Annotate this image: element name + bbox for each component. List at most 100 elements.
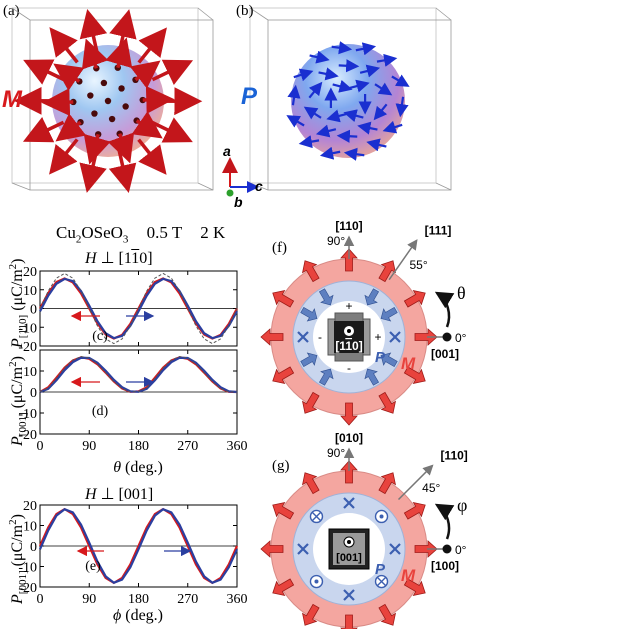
angle-diag: 45°	[422, 481, 440, 495]
polarization-arrow	[336, 129, 358, 143]
plot-panel-e: -20 -10 0 10 20 0 90 180 270 360 (e)	[18, 499, 247, 607]
direction-up: [010]	[335, 431, 363, 445]
polarization-arrow	[366, 138, 387, 152]
magnetization-spike	[107, 132, 135, 164]
y-tick-label: -20	[18, 428, 37, 443]
x-tick-label: 0	[37, 592, 44, 607]
arrow-shape	[272, 502, 295, 520]
x-tick-label: 0	[37, 439, 44, 454]
magnetization-spike	[22, 116, 65, 143]
arrow-shape	[414, 540, 438, 558]
arrow-shape	[378, 391, 396, 414]
magnetization-spike	[49, 138, 79, 175]
arrow-shape	[302, 391, 320, 414]
sign-bottom: -	[347, 361, 351, 375]
direction-right: [001]	[431, 347, 459, 361]
magnetization-arrow	[302, 260, 320, 283]
ylabel-d: P[001] (μC/m2)	[7, 356, 29, 447]
polarization-arrow	[318, 288, 334, 306]
polarization-arrow	[309, 50, 330, 64]
material-label: Cu2OSeO3	[56, 223, 129, 246]
polarization-arrow	[286, 115, 305, 128]
plot-panel-d: -20 -10 0 10 0 90 180 270 360 (d)	[18, 349, 248, 454]
angle-right: 0°	[455, 331, 467, 345]
ring-label-m: M	[401, 566, 416, 585]
magnetization-arrow	[272, 366, 295, 384]
out-of-plane-dot	[379, 514, 384, 519]
series-line-2	[39, 355, 238, 393]
direction-arrow-diag	[397, 464, 434, 501]
polarization-arrow	[303, 106, 322, 120]
into-plane-cross	[311, 511, 321, 521]
axis-b-label: b	[234, 194, 243, 210]
axis-triad	[222, 157, 259, 197]
plot-panel-c: -20 -10 0 10 20 (c)	[18, 265, 238, 355]
polarization-arrow	[373, 103, 388, 121]
magnetization-spike	[53, 63, 85, 91]
spike-tip-dot	[87, 92, 94, 99]
arrow-shape	[300, 352, 318, 368]
magnetization-arrow	[403, 290, 426, 308]
direction-up: [110]	[335, 219, 362, 233]
y-tick-label: 10	[23, 284, 37, 299]
x-tick-label: 180	[128, 592, 149, 607]
arrow-shape	[272, 366, 295, 384]
arrow-shape	[414, 328, 438, 346]
polarization-arrow	[376, 53, 398, 67]
arrow-shape	[340, 460, 358, 484]
arrow-shape	[364, 288, 380, 306]
arrow-shape	[378, 472, 396, 495]
magnetization-arrow	[378, 603, 396, 626]
polarization-arrow	[315, 124, 337, 138]
into-plane-cross	[377, 577, 387, 587]
polarization-arrow	[364, 288, 380, 306]
polarization-arrow	[380, 306, 398, 322]
panel-label-a: (a)	[3, 3, 20, 19]
y-tick-label: -10	[18, 321, 37, 336]
sign-top: +	[345, 299, 352, 313]
field-direction-top: H ⊥ [110]	[85, 250, 153, 267]
polarization-arrow	[355, 42, 377, 56]
rotation-arrow	[434, 503, 455, 540]
y-tick-label: 0	[30, 540, 37, 555]
x-tick-label: 90	[82, 592, 96, 607]
ylabel-e: P[001] (μC/m2)	[7, 514, 29, 605]
magnetization-arrow	[340, 402, 358, 426]
cross-mark	[389, 331, 401, 343]
out-of-plane-dot	[314, 579, 319, 584]
polarization-arrow	[300, 306, 318, 322]
magnetization-arrow	[378, 391, 396, 414]
polarization-arrow	[343, 147, 365, 161]
magnetization-spike	[79, 9, 108, 54]
magnetization-spike	[23, 59, 65, 85]
arrow-shape	[340, 402, 358, 426]
polarization-arrow	[331, 41, 353, 55]
magnetization-arrow	[414, 540, 438, 558]
polarization-arrow	[374, 82, 393, 96]
magnetization-arrow	[340, 460, 358, 484]
y-tick-label: 10	[23, 365, 37, 380]
magnetization-spike	[109, 9, 137, 54]
panel-label: (e)	[85, 559, 101, 574]
magnetization-arrow	[260, 540, 284, 558]
ring-label-m: M	[401, 354, 416, 373]
magnetization-label: M	[2, 86, 22, 113]
rotation-pivot	[442, 332, 452, 342]
polarization-arrow	[357, 121, 378, 135]
rotation-pivot	[442, 544, 452, 554]
temperature-value: 2 K	[200, 223, 226, 242]
y-tick-label: 20	[23, 265, 37, 280]
ring-label-p: P	[375, 349, 386, 366]
magnetization-arrow	[340, 248, 358, 272]
polarization-arrow	[395, 96, 409, 118]
series-line-1	[39, 277, 238, 340]
sample-label: [110]	[335, 339, 362, 353]
panel-label-f: (f)	[272, 240, 287, 256]
arrow-shape	[302, 603, 320, 626]
angle-up: 90°	[327, 446, 345, 460]
sample-label: [001]	[336, 552, 362, 564]
y-tick-label: 10	[23, 520, 37, 535]
arrow-shape	[340, 248, 358, 272]
arrow-shape	[260, 328, 284, 346]
arrow-shape	[380, 306, 398, 322]
